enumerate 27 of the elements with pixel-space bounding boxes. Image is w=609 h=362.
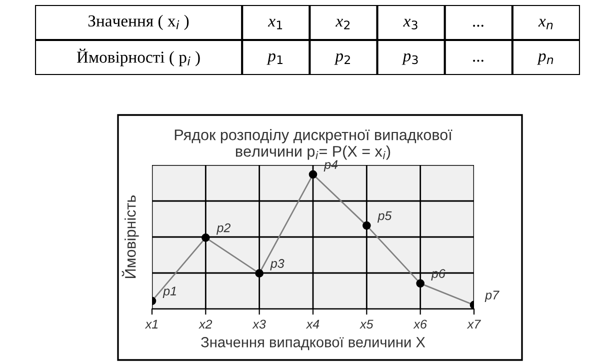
x-tick-label: x6 [413, 320, 427, 329]
text: x$_{1}$ [268, 18, 282, 30]
annotation: p3 [270, 259, 284, 270]
x-tick-label: x7 [466, 320, 481, 328]
x-tick-label: x4 [306, 320, 320, 328]
x-tick-label: x5 [360, 320, 374, 329]
text: ... [473, 60, 484, 62]
x-axis-title: Значення випадкової величини X [201, 337, 426, 350]
annotation: p2 [216, 223, 230, 235]
y-axis-title: Ймовірність [122, 195, 139, 278]
text: Ймовірності ( p$_{i}$ ) [76, 48, 200, 66]
annotation: p7 [484, 290, 500, 302]
x-tick-label: x3 [252, 320, 266, 329]
text: Значення ( x$_{i}$ ) [88, 14, 189, 30]
annotation: p5 [377, 211, 392, 223]
text: x$_{n}$ [538, 18, 553, 30]
text: p$_{n}$ [536, 53, 554, 65]
text: p$_{3}$ [402, 53, 418, 65]
x-tick-label: x2 [198, 320, 212, 328]
annotation: p1 [162, 286, 176, 298]
text: x$_{2}$ [336, 18, 350, 30]
text: p$_{1}$ [266, 53, 282, 65]
text: x$_{3}$ [403, 18, 418, 30]
text: p$_{2}$ [334, 53, 350, 65]
chart-title: Рядок розподілу дискретної випадкової величини p$_{i}$= P(X = x$_{i}$) [174, 129, 452, 160]
x-tick-label: x1 [144, 320, 158, 328]
text: ... [473, 24, 484, 27]
